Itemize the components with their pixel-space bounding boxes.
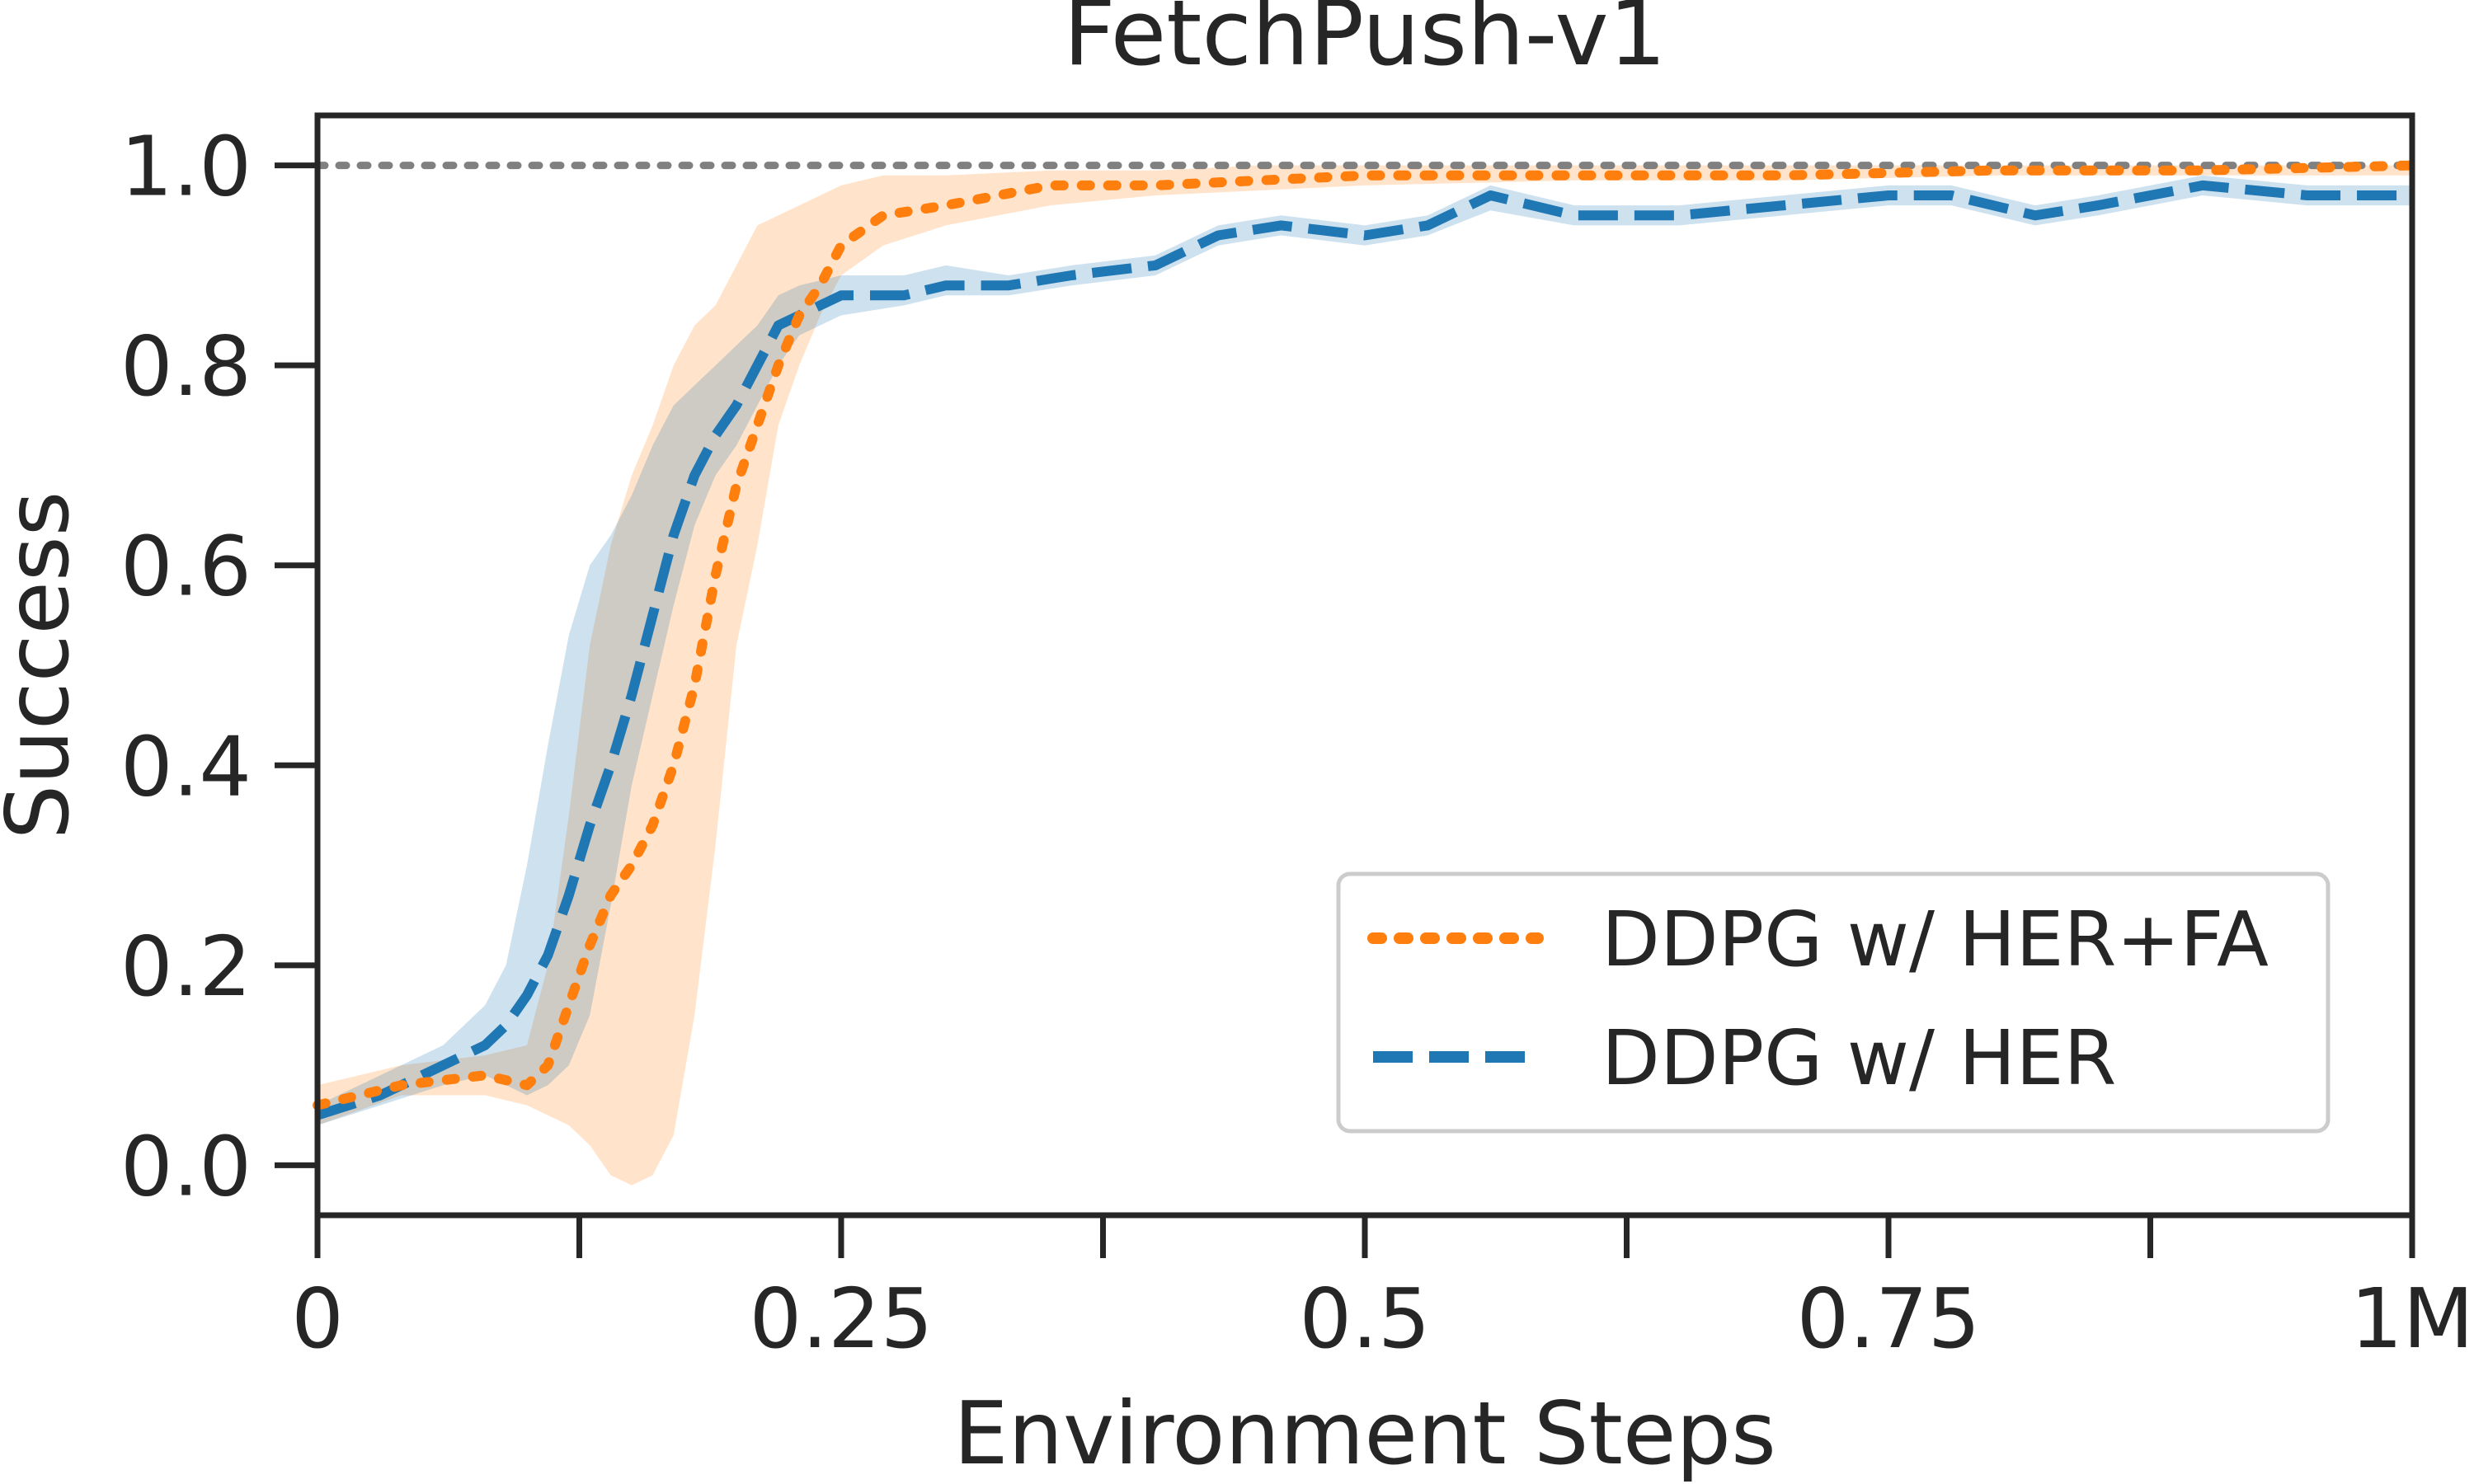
- y-tick-label: 1.0: [120, 119, 252, 215]
- x-axis: 0 0.25 0.5 0.75 1M: [291, 1215, 2474, 1367]
- legend: DDPG w/ HER+FA DDPG w/ HER: [1336, 871, 2331, 1134]
- legend-label-her-fa: DDPG w/ HER+FA: [1602, 895, 2269, 984]
- x-tick-label: 1M: [2350, 1270, 2474, 1367]
- y-tick-label: 0.6: [120, 519, 252, 615]
- series-line-ddpg-w-her-fa: [313, 160, 2417, 1111]
- x-tick-label: 0.25: [750, 1270, 934, 1367]
- x-tick-label: 0.5: [1299, 1270, 1430, 1367]
- y-axis: 0.0 0.2 0.4 0.6 0.8 1.0: [120, 119, 317, 1214]
- legend-box: [1336, 871, 2331, 1134]
- x-axis-label: Environment Steps: [953, 1383, 1776, 1484]
- chart-title: FetchPush-v1: [1063, 0, 1666, 86]
- legend-label-her: DDPG w/ HER: [1602, 1014, 2116, 1102]
- x-tick-label: 0.75: [1797, 1270, 1981, 1367]
- y-tick-label: 0.2: [120, 918, 252, 1015]
- x-tick-label: 0: [291, 1270, 344, 1367]
- y-tick-label: 0.0: [120, 1118, 252, 1214]
- y-axis-label: Success: [0, 491, 88, 840]
- series-line-ddpg-w-her: [316, 180, 2412, 1120]
- y-tick-label: 0.8: [120, 318, 252, 415]
- series-lines: [313, 160, 2417, 1120]
- y-tick-label: 0.4: [120, 718, 252, 815]
- band-ddpg-w-her: [317, 175, 2412, 1125]
